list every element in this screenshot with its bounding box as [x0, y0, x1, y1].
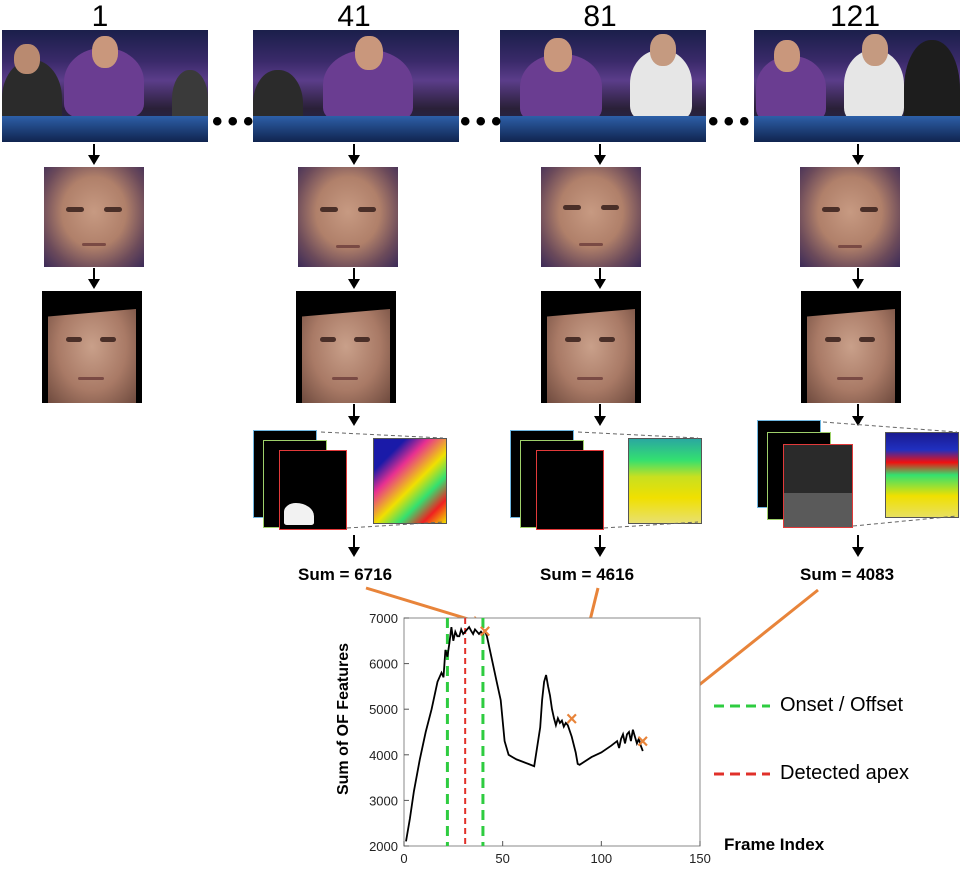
x-tick-label: 0	[400, 851, 407, 866]
aligned-face-81	[541, 291, 641, 403]
arrow-down-icon	[594, 268, 606, 289]
arrow-down-icon	[88, 144, 100, 165]
arrow-down-icon	[852, 268, 864, 289]
ellipsis-dots: •••	[708, 105, 755, 138]
x-tick-label: 150	[689, 851, 711, 866]
sum-of-of-features-chart: 0 50 100 150 2000 3000 4000 5000 6000 7000 × × ×	[369, 611, 711, 866]
arrow-down-icon	[348, 535, 360, 557]
zoom-guide-lines	[822, 421, 958, 527]
video-frame-41	[253, 30, 459, 142]
legend-swatches	[714, 704, 770, 776]
video-frame-121	[754, 30, 960, 142]
frame-number-121: 121	[829, 0, 881, 33]
arrow-down-icon	[852, 535, 864, 557]
legend-detected-apex-label: Detected apex	[780, 762, 909, 784]
optical-flow-stack-81	[510, 430, 730, 530]
arrow-down-icon	[594, 144, 606, 165]
highlight-x-marker: ×	[566, 708, 578, 730]
arrow-down-icon	[852, 144, 864, 165]
x-axis-title: Frame Index	[724, 835, 825, 854]
frame-number-81: 81	[583, 0, 617, 33]
cropped-face-81	[541, 167, 641, 267]
optical-flow-stack-121	[757, 420, 963, 528]
sum-label-41: Sum = 6716	[298, 565, 393, 584]
frame-number-1: 1	[91, 0, 109, 33]
x-tick-label: 100	[590, 851, 612, 866]
cropped-face-121	[800, 167, 900, 267]
y-tick-label: 7000	[369, 611, 398, 626]
ellipsis-dots: •••	[460, 105, 507, 138]
cropped-face-41	[298, 167, 398, 267]
aligned-face-41	[296, 291, 396, 403]
ellipsis-dots: •••	[212, 105, 259, 138]
video-frame-1	[2, 30, 208, 142]
sum-label-121: Sum = 4083	[800, 565, 895, 584]
arrow-down-icon	[594, 535, 606, 557]
video-frame-81	[500, 30, 706, 142]
frame-number-41: 41	[337, 0, 371, 33]
plot-area	[403, 617, 701, 847]
highlight-x-marker: ×	[479, 621, 491, 643]
y-tick-label: 4000	[369, 748, 398, 763]
zoom-guide-lines	[577, 431, 699, 529]
aligned-face-121	[801, 291, 901, 403]
y-tick-label: 5000	[369, 702, 398, 717]
zoom-guide-lines	[320, 431, 444, 529]
arrow-down-icon	[852, 404, 864, 426]
arrow-down-icon	[594, 404, 606, 426]
arrow-down-icon	[348, 144, 360, 165]
y-tick-label: 2000	[369, 839, 398, 854]
optical-flow-stack-41	[253, 430, 473, 530]
cropped-face-1	[44, 167, 144, 267]
x-tick-label: 50	[495, 851, 509, 866]
sum-label-81: Sum = 4616	[540, 565, 635, 584]
arrow-down-icon	[88, 268, 100, 289]
y-tick-label: 3000	[369, 793, 398, 808]
highlight-x-marker: ×	[637, 731, 649, 753]
arrow-down-icon	[348, 404, 360, 426]
arrow-down-icon	[348, 268, 360, 289]
legend-onset-offset-label: Onset / Offset	[780, 694, 904, 716]
aligned-face-1	[42, 291, 142, 403]
series-line	[405, 625, 644, 842]
y-tick-label: 6000	[369, 657, 398, 672]
